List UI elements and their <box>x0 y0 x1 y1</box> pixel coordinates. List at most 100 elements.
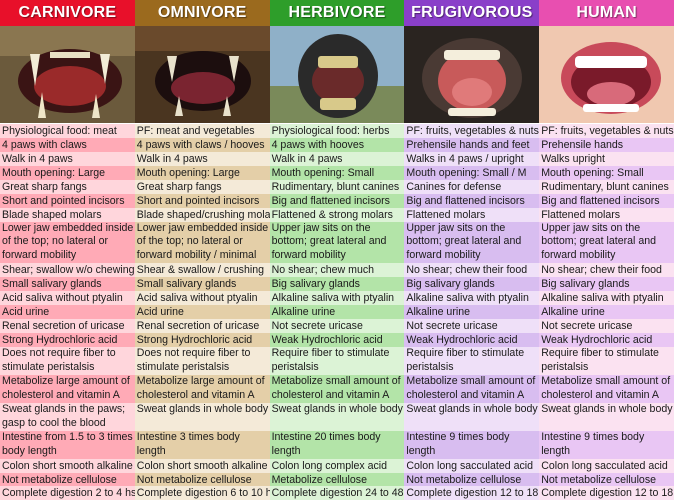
table-cell: Alkaline saliva with ptyalin <box>404 291 540 306</box>
table-cell: Sweat glands in whole body <box>539 402 674 431</box>
table-cell: Prehensile hands and feet <box>404 137 540 152</box>
table-cell: PF: meat and vegetables <box>134 124 270 138</box>
table-cell: Flattened molars <box>404 207 540 222</box>
table-cell: Alkaline urine <box>404 305 540 320</box>
table-cell: Upper jaw sits on the bottom; great late… <box>404 221 540 264</box>
table-cell: Walks in 4 paws / upright <box>404 151 540 166</box>
table-cell: Upper jaw sits on the bottom; great late… <box>269 221 405 264</box>
table-cell: Acid urine <box>0 305 135 320</box>
table-cell: Sweat glands in the paws; gasp to cool t… <box>0 402 135 431</box>
table-cell: Flattened & strong molars <box>269 207 405 222</box>
table-cell: Big and flattened incisors <box>269 193 405 208</box>
table-cell: 4 paws with hooves <box>269 137 405 152</box>
table-cell: Mouth opening: Small <box>269 165 405 180</box>
rows-frugivorous: PF: fruits, vegetables & nuts Prehensile … <box>404 124 540 500</box>
rows-human: PF: fruits, vegetables & nuts Prehensile … <box>539 124 674 500</box>
column-header-omnivore: OMNIVORE <box>134 0 270 26</box>
table-cell: Small salivary glands <box>0 277 135 292</box>
table-cell: Shear; swallow w/o chewing <box>0 263 135 278</box>
table-cell: Metabolize large amount of cholesterol a… <box>134 374 270 403</box>
table-cell: Sweat glands in whole body <box>269 402 405 431</box>
table-cell: Require fiber to stimulate peristalsis <box>404 347 540 375</box>
table-cell: Not metabolize cellulose <box>539 472 674 487</box>
table-cell: Walk in 4 paws <box>0 151 135 166</box>
table-cell: Walks upright <box>539 151 674 166</box>
table-cell: Mouth opening: Large <box>0 165 135 180</box>
table-cell: Colon long complex acid <box>269 458 405 473</box>
table-cell: No shear; chew much <box>269 263 405 278</box>
table-cell: Not secrete uricase <box>404 319 540 334</box>
column-header-herbivore: HERBIVORE <box>269 0 405 26</box>
table-cell: Mouth opening: Small / M <box>404 165 540 180</box>
table-cell: Colon short smooth alkaline <box>0 458 135 473</box>
column-human: HUMAN PF: fruits, vegetables & nuts Prehe… <box>539 0 674 500</box>
table-cell: Rudimentary, blunt canines <box>269 179 405 194</box>
table-cell: Prehensile hands <box>539 137 674 152</box>
table-cell: Renal secretion of uricase <box>134 319 270 334</box>
table-cell: Alkaline saliva with ptyalin <box>269 291 405 306</box>
table-cell: Intestine 20 times body length <box>269 430 405 459</box>
table-cell: Upper jaw sits on the bottom; great late… <box>539 221 674 264</box>
table-cell: Metabolize small amount of cholesterol a… <box>404 374 540 403</box>
table-cell: Colon long sacculated acid <box>404 458 540 473</box>
table-cell: No shear; chew their food <box>539 263 674 278</box>
table-cell: Sweat glands in whole body <box>134 402 270 431</box>
table-cell: Short and pointed incisors <box>134 193 270 208</box>
column-header-frugivorous: FRUGIVOROUS <box>404 0 540 26</box>
table-cell: Great sharp fangs <box>0 179 135 194</box>
table-cell: Walk in 4 paws <box>269 151 405 166</box>
table-cell: Renal secretion of uricase <box>0 319 135 334</box>
table-cell: Big and flattened incisors <box>404 193 540 208</box>
table-cell: Metabolize large amount of cholesterol a… <box>0 374 135 403</box>
table-cell: Metabolize cellulose <box>269 472 405 487</box>
rows-herbivore: Physiological food: herbs 4 paws with hoo… <box>269 124 405 500</box>
table-cell: Colon long sacculated acid <box>539 458 674 473</box>
table-cell: Intestine 9 times body length <box>404 430 540 459</box>
table-cell: Physiological food: herbs <box>269 124 405 138</box>
table-cell: Metabolize small amount of cholesterol a… <box>539 374 674 403</box>
table-cell: Weak Hydrochloric acid <box>539 333 674 348</box>
table-cell: Walk in 4 paws <box>134 151 270 166</box>
table-cell: Lower jaw embedded inside of the top; no… <box>134 221 270 264</box>
column-header-human: HUMAN <box>539 0 674 26</box>
table-cell: 4 paws with claws / hooves <box>134 137 270 152</box>
table-cell: Complete digestion 2 to 4 hs <box>0 486 135 500</box>
table-cell: Alkaline urine <box>539 305 674 320</box>
table-cell: Rudimentary, blunt canines <box>539 179 674 194</box>
table-cell: Intestine 9 times body length <box>539 430 674 459</box>
column-herbivore: HERBIVORE Physiological food: herbs 4 paw… <box>269 0 405 500</box>
table-cell: Not secrete uricase <box>539 319 674 334</box>
table-cell: Weak Hydrochloric acid <box>404 333 540 348</box>
table-cell: Require fiber to stimulate peristalsis <box>269 347 405 375</box>
chimp-teeth-photo <box>404 26 540 124</box>
table-cell: Alkaline urine <box>269 305 405 320</box>
table-cell: Weak Hydrochloric acid <box>269 333 405 348</box>
table-cell: Big salivary glands <box>539 277 674 292</box>
rows-omnivore: PF: meat and vegetables 4 paws with claws… <box>134 124 270 500</box>
table-cell: Acid saliva without ptyalin <box>0 291 135 306</box>
table-cell: Complete digestion 6 to 10 hs <box>134 486 270 500</box>
table-cell: Alkaline saliva with ptyalin <box>539 291 674 306</box>
table-cell: Acid saliva without ptyalin <box>134 291 270 306</box>
table-cell: Not secrete uricase <box>269 319 405 334</box>
table-cell: Strong Hydrochloric acid <box>134 333 270 348</box>
table-cell: Intestine from 1.5 to 3 times body lengt… <box>0 430 135 459</box>
table-cell: Not metabolize cellulose <box>404 472 540 487</box>
table-cell: Metabolize small amount of cholesterol a… <box>269 374 405 403</box>
column-carnivore: CARNIVORE Physiological food: meat 4 paws… <box>0 0 135 500</box>
tiger-teeth-photo <box>0 26 135 124</box>
table-cell: Big and flattened incisors <box>539 193 674 208</box>
table-cell: Flattened molars <box>539 207 674 222</box>
table-cell: PF: fruits, vegetables & nuts <box>539 124 674 138</box>
bear-teeth-photo <box>134 26 270 124</box>
table-cell: No shear; chew their food <box>404 263 540 278</box>
table-cell: Not metabolize cellulose <box>0 472 135 487</box>
table-cell: 4 paws with claws <box>0 137 135 152</box>
table-cell: Complete digestion 12 to 18 hs <box>539 486 674 500</box>
column-omnivore: OMNIVORE PF: meat and vegetables 4 paws w… <box>134 0 270 500</box>
table-cell: PF: fruits, vegetables & nuts <box>404 124 540 138</box>
human-mouth-photo <box>539 26 674 124</box>
table-cell: Shear & swallow / crushing <box>134 263 270 278</box>
table-cell: Not metabolize cellulose <box>134 472 270 487</box>
